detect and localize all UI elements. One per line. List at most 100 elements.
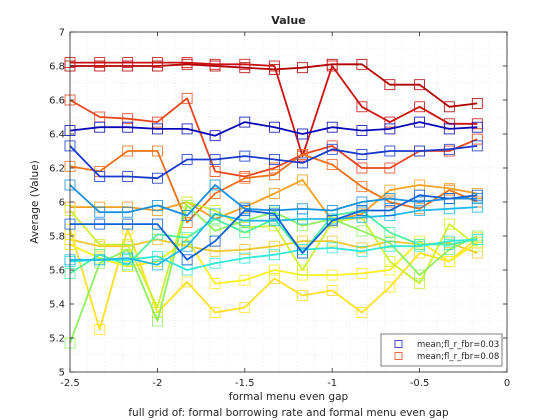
data-point [269,154,280,165]
data-point [356,58,368,70]
data-point [414,196,426,208]
data-point [443,101,455,113]
data-point [209,154,221,165]
x-axis-label: formal menu even gap [229,391,349,403]
data-point [356,162,368,174]
data-point [239,274,251,286]
data-point [297,220,308,232]
y-tick-label: 6.8 [49,62,65,73]
data-point [471,233,483,245]
data-point [151,218,163,230]
legend-items: mean;fl_r_fbr=0.03 mean;fl_r_fbr=0.08 [394,340,499,362]
data-point [94,254,106,266]
data-point [326,215,338,227]
data-point [356,125,368,136]
data-point [414,101,426,113]
data-point [209,208,221,220]
data-point [181,254,193,266]
data-point [326,269,338,281]
data-point [269,121,280,133]
data-point [326,242,338,254]
data-point [122,252,134,264]
data-point [471,201,483,213]
data-point [122,113,134,125]
data-point [384,162,396,174]
y-axis-label: Average (Value) [29,160,41,243]
legend-marker [394,340,403,348]
data-point [181,154,193,165]
data-point [326,143,338,155]
series-line [70,178,478,222]
data-point [151,145,163,157]
series-line [70,206,478,266]
legend: mean;fl_r_fbr=0.03 mean;fl_r_fbr=0.08 [380,333,503,367]
data-point [297,264,308,276]
data-point [181,232,193,244]
data-point [356,181,368,193]
data-point [471,133,483,145]
y-tick-label: 6.2 [49,164,65,175]
data-point [239,205,251,216]
data-point [356,211,368,223]
data-point [356,245,368,257]
data-point [297,290,308,301]
data-point [94,171,106,182]
data-point [181,57,193,68]
data-point [384,123,396,135]
data-point [209,165,221,177]
data-point [151,259,163,271]
data-point [356,267,368,279]
data-point [297,157,308,169]
data-point [151,116,163,128]
data-point [122,171,134,182]
data-point [239,227,251,239]
data-point [384,184,396,196]
data-point [181,92,193,104]
y-tick-label: 6.4 [49,130,65,141]
data-point [239,150,251,162]
data-point [471,140,483,152]
data-point [471,121,483,133]
data-point [443,143,455,155]
series-line [69,97,478,178]
y-tick-label: 5.2 [49,334,65,345]
data-point [151,172,163,184]
data-point [384,281,396,293]
data-point [239,301,251,313]
data-point [384,256,396,267]
series-17 [64,116,483,142]
data-point [384,193,396,205]
data-point [326,121,338,133]
data-point [122,206,134,218]
data-point [122,121,134,133]
data-point [239,252,251,264]
data-point [269,169,280,181]
series-line [69,150,478,224]
y-tick-label: 5.8 [49,232,65,243]
data-point [384,227,396,239]
data-point [209,58,221,70]
data-point [414,278,426,290]
series-line [69,238,478,271]
data-point [356,148,368,160]
data-point [151,123,163,135]
data-point [209,188,221,199]
data-point [122,57,134,68]
legend-entry: mean;fl_r_fbr=0.03 [394,340,499,350]
data-point [209,307,221,318]
data-point [384,240,396,252]
series-line [70,61,478,158]
legend-label: mean;fl_r_fbr=0.03 [417,340,499,350]
data-point [443,193,455,205]
x-tick-label: -1 [327,378,337,389]
data-point [471,98,483,109]
y-tick-label: 5 [59,368,65,379]
data-point [269,208,280,220]
chart-title: Value [271,14,305,27]
data-point [181,210,193,222]
data-point [269,240,280,252]
data-point [94,206,106,218]
data-point [384,145,396,157]
data-point [297,62,308,74]
